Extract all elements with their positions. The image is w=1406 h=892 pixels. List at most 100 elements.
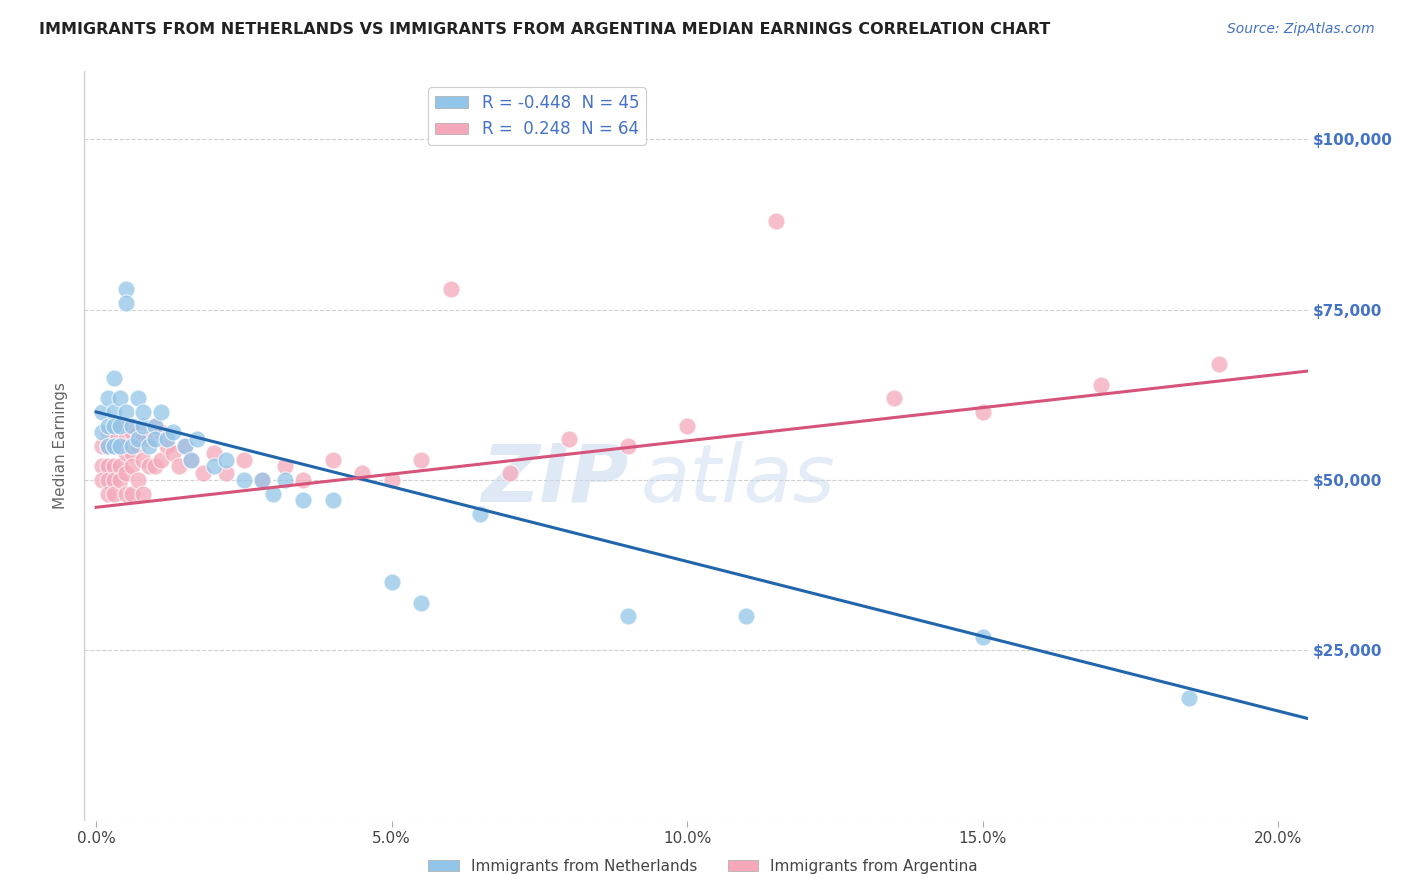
- Point: [143, 418, 166, 433]
- Point: [322, 452, 344, 467]
- Point: [97, 418, 120, 433]
- Point: [250, 473, 273, 487]
- Point: [114, 296, 136, 310]
- Point: [173, 439, 195, 453]
- Point: [121, 418, 143, 433]
- Point: [127, 432, 149, 446]
- Point: [103, 405, 125, 419]
- Point: [156, 439, 179, 453]
- Point: [186, 432, 208, 446]
- Point: [91, 459, 114, 474]
- Point: [121, 446, 143, 460]
- Point: [972, 630, 994, 644]
- Point: [1178, 691, 1201, 706]
- Point: [103, 418, 125, 433]
- Point: [143, 432, 166, 446]
- Point: [132, 486, 155, 500]
- Point: [103, 425, 125, 440]
- Point: [138, 432, 160, 446]
- Point: [108, 418, 131, 433]
- Point: [381, 473, 404, 487]
- Point: [138, 439, 160, 453]
- Point: [499, 467, 522, 481]
- Point: [202, 459, 225, 474]
- Point: [735, 609, 758, 624]
- Point: [292, 493, 315, 508]
- Point: [97, 439, 120, 453]
- Point: [274, 459, 297, 474]
- Point: [108, 473, 131, 487]
- Point: [156, 432, 179, 446]
- Point: [180, 452, 202, 467]
- Point: [103, 439, 125, 453]
- Point: [121, 486, 143, 500]
- Point: [150, 405, 173, 419]
- Point: [91, 473, 114, 487]
- Point: [292, 473, 315, 487]
- Point: [91, 405, 114, 419]
- Point: [108, 392, 131, 406]
- Point: [132, 418, 155, 433]
- Point: [114, 446, 136, 460]
- Point: [132, 452, 155, 467]
- Point: [274, 473, 297, 487]
- Point: [1208, 357, 1230, 371]
- Y-axis label: Median Earnings: Median Earnings: [53, 383, 69, 509]
- Point: [103, 486, 125, 500]
- Point: [676, 418, 699, 433]
- Point: [150, 425, 173, 440]
- Point: [1090, 377, 1112, 392]
- Point: [558, 432, 581, 446]
- Point: [470, 507, 492, 521]
- Point: [617, 609, 640, 624]
- Point: [162, 446, 184, 460]
- Point: [232, 473, 254, 487]
- Point: [97, 473, 120, 487]
- Point: [143, 459, 166, 474]
- Point: [97, 392, 120, 406]
- Point: [97, 439, 120, 453]
- Point: [127, 473, 149, 487]
- Point: [215, 467, 238, 481]
- Point: [114, 418, 136, 433]
- Point: [162, 425, 184, 440]
- Point: [97, 486, 120, 500]
- Point: [143, 418, 166, 433]
- Point: [114, 486, 136, 500]
- Point: [108, 459, 131, 474]
- Point: [97, 459, 120, 474]
- Point: [108, 418, 131, 433]
- Point: [202, 446, 225, 460]
- Text: ZIP: ZIP: [481, 441, 628, 519]
- Point: [114, 405, 136, 419]
- Point: [91, 425, 114, 440]
- Point: [173, 439, 195, 453]
- Point: [121, 425, 143, 440]
- Point: [411, 452, 433, 467]
- Point: [180, 452, 202, 467]
- Point: [883, 392, 905, 406]
- Point: [127, 392, 149, 406]
- Point: [765, 214, 787, 228]
- Point: [103, 371, 125, 385]
- Point: [262, 486, 284, 500]
- Point: [132, 432, 155, 446]
- Text: Source: ZipAtlas.com: Source: ZipAtlas.com: [1227, 22, 1375, 37]
- Point: [440, 282, 463, 296]
- Point: [250, 473, 273, 487]
- Legend: R = -0.448  N = 45, R =  0.248  N = 64: R = -0.448 N = 45, R = 0.248 N = 64: [429, 87, 645, 145]
- Point: [114, 432, 136, 446]
- Text: atlas: atlas: [641, 441, 835, 519]
- Point: [352, 467, 374, 481]
- Point: [215, 452, 238, 467]
- Point: [103, 459, 125, 474]
- Point: [150, 452, 173, 467]
- Point: [108, 439, 131, 453]
- Point: [972, 405, 994, 419]
- Point: [411, 596, 433, 610]
- Legend: Immigrants from Netherlands, Immigrants from Argentina: Immigrants from Netherlands, Immigrants …: [422, 853, 984, 880]
- Point: [114, 282, 136, 296]
- Point: [132, 405, 155, 419]
- Point: [91, 439, 114, 453]
- Point: [381, 575, 404, 590]
